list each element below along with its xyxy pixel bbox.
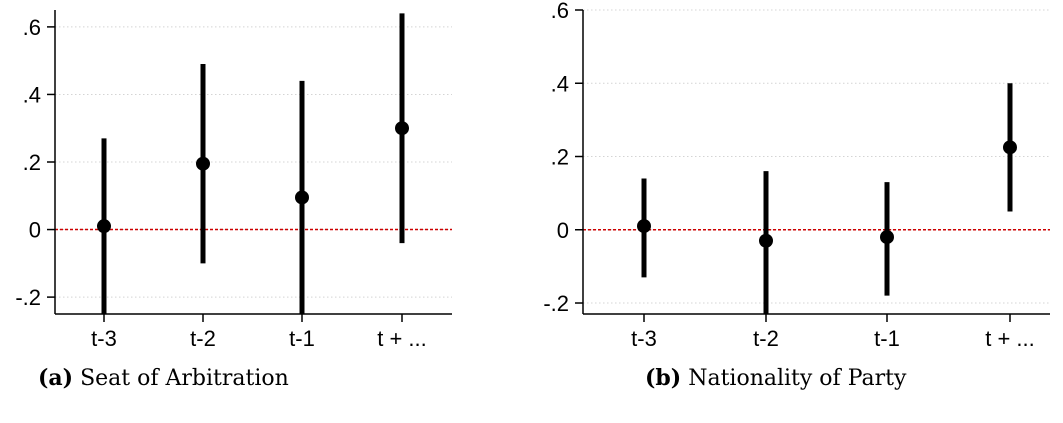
panel-a-point-estimate-0	[97, 219, 111, 233]
panel-b-point-estimate-2	[880, 230, 894, 244]
panel-b-y-tick-label-0: -.2	[543, 291, 569, 316]
panel-a-point-estimate-1	[196, 157, 210, 171]
panel-b-x-tick-label-1: t-2	[753, 326, 779, 351]
panel-a-y-tick-label-2: .2	[23, 150, 41, 175]
panel-a-y-tick-label-0: -.2	[15, 285, 41, 310]
panel-b-point-estimate-3	[1003, 140, 1017, 154]
panel-a-x-tick-label-1: t-2	[190, 326, 216, 351]
panel-a-x-tick-label-0: t-3	[91, 326, 117, 351]
panel-a-y-tick-label-1: 0	[29, 218, 41, 243]
panel-b-y-tick-label-3: .4	[551, 71, 569, 96]
panel-b-point-estimate-0	[637, 219, 651, 233]
caption-a-letter: (a)	[38, 365, 73, 391]
caption-b-letter: (b)	[645, 365, 681, 391]
panel-a-x-tick-label-3: t + ...	[377, 326, 427, 351]
panel-a-y-tick-label-4: .6	[23, 15, 41, 40]
panel-a-y-tick-label-3: .4	[23, 82, 41, 107]
panel-b-y-tick-label-2: .2	[551, 145, 569, 170]
caption-b-text: Nationality of Party	[688, 366, 906, 391]
panel-b-y-tick-label-4: .6	[551, 0, 569, 23]
panel-b-y-tick-label-1: 0	[557, 218, 569, 243]
panel-b-x-tick-label-3: t + ...	[985, 326, 1035, 351]
caption-a: (a) Seat of Arbitration	[38, 365, 289, 391]
panel-b-nationality-of-party: -.2 0 .2 .4 .6 t-3 t-2 t-1 t + ...	[543, 0, 1050, 351]
panel-b-x-tick-label-2: t-1	[874, 326, 900, 351]
caption-a-text: Seat of Arbitration	[80, 366, 289, 391]
panel-a-x-tick-label-2: t-1	[289, 326, 315, 351]
caption-b: (b) Nationality of Party	[645, 365, 906, 391]
panel-b-point-estimate-1	[759, 234, 773, 248]
panel-a-point-estimate-3	[395, 121, 409, 135]
panel-a-seat-of-arbitration: -.2 0 .2 .4 .6 t-3 t-2 t-1 t + ...	[15, 10, 452, 351]
panel-a-point-estimate-2	[295, 190, 309, 204]
panel-b-x-tick-label-0: t-3	[631, 326, 657, 351]
